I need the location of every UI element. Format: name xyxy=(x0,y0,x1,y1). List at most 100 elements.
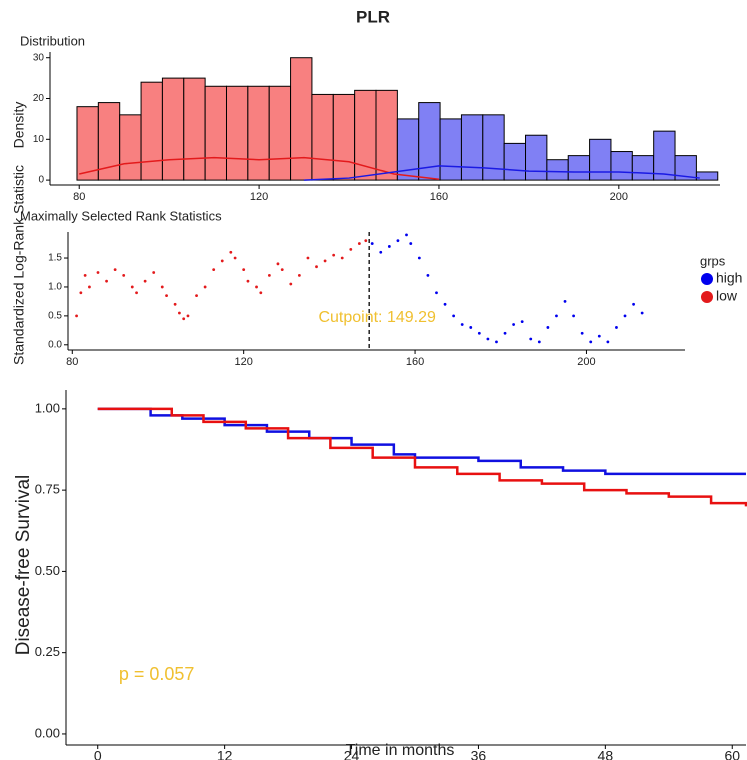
y-tick-label: 20 xyxy=(33,93,45,104)
point xyxy=(75,314,78,318)
x-tick-label: 24 xyxy=(344,748,360,760)
point xyxy=(122,273,126,277)
point xyxy=(589,340,593,344)
point xyxy=(79,291,83,295)
bar xyxy=(119,114,142,181)
y-tick-label: 0 xyxy=(38,175,44,186)
x-tick-label: 60 xyxy=(724,748,740,760)
density-curve xyxy=(79,156,440,181)
point xyxy=(563,300,567,303)
point xyxy=(332,253,336,257)
bar xyxy=(589,138,612,181)
y-axis-label: Disease-free Survival xyxy=(13,475,34,656)
point xyxy=(255,285,258,289)
bar xyxy=(332,93,356,181)
point xyxy=(203,285,207,289)
survival-curve xyxy=(97,407,747,507)
bar xyxy=(225,85,249,181)
point xyxy=(130,285,134,289)
legend-swatch xyxy=(701,291,713,303)
point xyxy=(615,326,618,329)
point xyxy=(96,271,100,274)
point xyxy=(306,256,310,260)
bar xyxy=(503,142,527,181)
chart-title: Maximally Selected Rank Statistics xyxy=(20,208,222,223)
bar xyxy=(546,159,569,181)
point xyxy=(233,256,237,260)
bar xyxy=(653,130,676,181)
point xyxy=(160,285,164,289)
point xyxy=(606,340,610,344)
x-tick-label: 80 xyxy=(73,191,85,203)
point xyxy=(460,323,464,326)
point xyxy=(280,268,284,271)
bar xyxy=(439,118,462,181)
x-tick-label: 48 xyxy=(598,748,614,760)
x-tick-label: 120 xyxy=(250,191,268,203)
y-tick-label: 0.50 xyxy=(35,563,60,578)
bar xyxy=(460,114,484,181)
y-tick-label: 0.5 xyxy=(48,311,62,322)
y-tick-label: 30 xyxy=(33,52,45,63)
y-tick-label: 1.5 xyxy=(48,253,62,264)
point xyxy=(135,291,138,295)
bar xyxy=(695,171,719,181)
point xyxy=(477,331,481,335)
point xyxy=(537,340,541,344)
point xyxy=(396,239,400,243)
point xyxy=(572,314,575,318)
point xyxy=(580,331,584,335)
cutpoint-label: Cutpoint: 149.29 xyxy=(318,309,436,326)
point xyxy=(178,311,181,315)
chart-title: Distribution xyxy=(20,33,85,48)
point xyxy=(529,337,533,341)
point xyxy=(259,291,263,295)
point xyxy=(426,273,430,277)
x-axis-label: Time in months xyxy=(346,742,455,759)
point xyxy=(555,314,558,318)
point xyxy=(640,311,644,315)
y-tick-label: 0.00 xyxy=(35,725,60,740)
point xyxy=(276,262,280,266)
point xyxy=(443,302,447,306)
bar xyxy=(183,77,206,181)
point xyxy=(246,279,250,283)
point xyxy=(315,265,318,269)
point xyxy=(503,331,507,335)
point xyxy=(379,250,383,254)
bar xyxy=(161,77,185,181)
point xyxy=(495,340,498,344)
bar xyxy=(567,155,591,181)
point xyxy=(340,256,344,260)
bar xyxy=(375,89,398,181)
x-tick-label: 160 xyxy=(430,191,448,203)
bar xyxy=(76,106,99,181)
y-tick-label: 10 xyxy=(33,134,45,145)
point xyxy=(113,268,117,271)
point xyxy=(323,259,327,263)
bar xyxy=(247,85,270,181)
point xyxy=(452,314,456,318)
x-tick-label: 200 xyxy=(577,356,595,368)
bar xyxy=(674,155,697,181)
figure-title: PLR xyxy=(356,7,390,26)
y-tick-label: 0.75 xyxy=(35,482,60,497)
y-tick-label: 0.0 xyxy=(48,339,62,350)
point xyxy=(165,294,168,298)
point xyxy=(143,279,147,283)
density-curve xyxy=(304,165,700,181)
legend-label: high xyxy=(716,270,742,286)
point xyxy=(512,323,516,326)
x-tick-label: 160 xyxy=(406,356,424,368)
point xyxy=(229,250,233,254)
point xyxy=(289,282,293,286)
point xyxy=(212,268,216,271)
point xyxy=(435,291,438,295)
y-tick-label: 1.0 xyxy=(48,282,62,293)
point xyxy=(546,326,550,329)
legend-swatch xyxy=(701,273,713,285)
point xyxy=(417,256,421,260)
point xyxy=(349,247,353,251)
point xyxy=(242,268,246,271)
